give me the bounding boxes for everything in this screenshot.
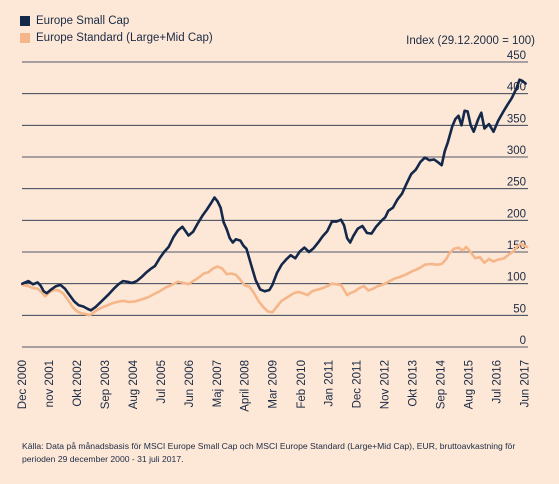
legend-item-standard: Europe Standard (Large+Mid Cap) [20,29,213,46]
x-tick-label: Okt 2002 [72,360,84,407]
y-axis-title: Index (29.12.2000 = 100) [406,35,535,47]
x-tick-label: Nov 2012 [380,360,392,409]
series-line-standard [21,242,529,317]
legend: Europe Small Cap Europe Standard (Large+… [20,12,213,46]
x-tick-label: nov 2001 [44,360,56,407]
y-tick-label: 200 [507,208,526,220]
x-tick-label: Sep 2014 [435,359,447,409]
y-tick-label: 300 [507,145,526,157]
x-tick-label: Maj 2007 [212,360,224,407]
legend-label-standard: Europe Standard (Large+Mid Cap) [36,31,213,44]
legend-item-small-cap: Europe Small Cap [20,12,213,29]
legend-swatch-small-cap [20,15,30,26]
x-tick-label: Jul 2016 [491,360,503,403]
x-tick-label: Feb 2010 [296,360,308,409]
x-tick-label: Okt 2013 [407,360,419,407]
x-tick-label: Sep 2003 [100,360,112,409]
series-line-small-cap [21,78,527,312]
x-tick-label: Jan 2011 [324,360,336,406]
y-tick-label: 250 [507,177,526,189]
x-tick-label: Aug 2015 [464,360,476,409]
x-tick-label: Jun 2006 [184,360,196,407]
x-tick-label: Jul 2005 [156,360,168,403]
y-tick-label: 0 [520,335,526,347]
source-note: Källa: Data på månadsbasis för MSCI Euro… [22,441,516,464]
legend-label-small-cap: Europe Small Cap [36,14,130,27]
legend-swatch-standard [20,32,30,43]
y-tick-label: 50 [513,303,526,315]
y-tick-label: 100 [507,272,526,284]
x-tick-label: Dec 2011 [352,360,364,408]
x-tick-label: April 2008 [240,360,252,412]
x-tick-label: Mar 2009 [268,360,280,409]
x-tick-label: Aug 2004 [128,359,140,409]
x-tick-label: Dec 2000 [17,360,29,409]
y-tick-label: 450 [507,50,526,62]
x-tick-label: Jun 2017 [519,360,531,407]
y-tick-label: 350 [507,113,526,125]
